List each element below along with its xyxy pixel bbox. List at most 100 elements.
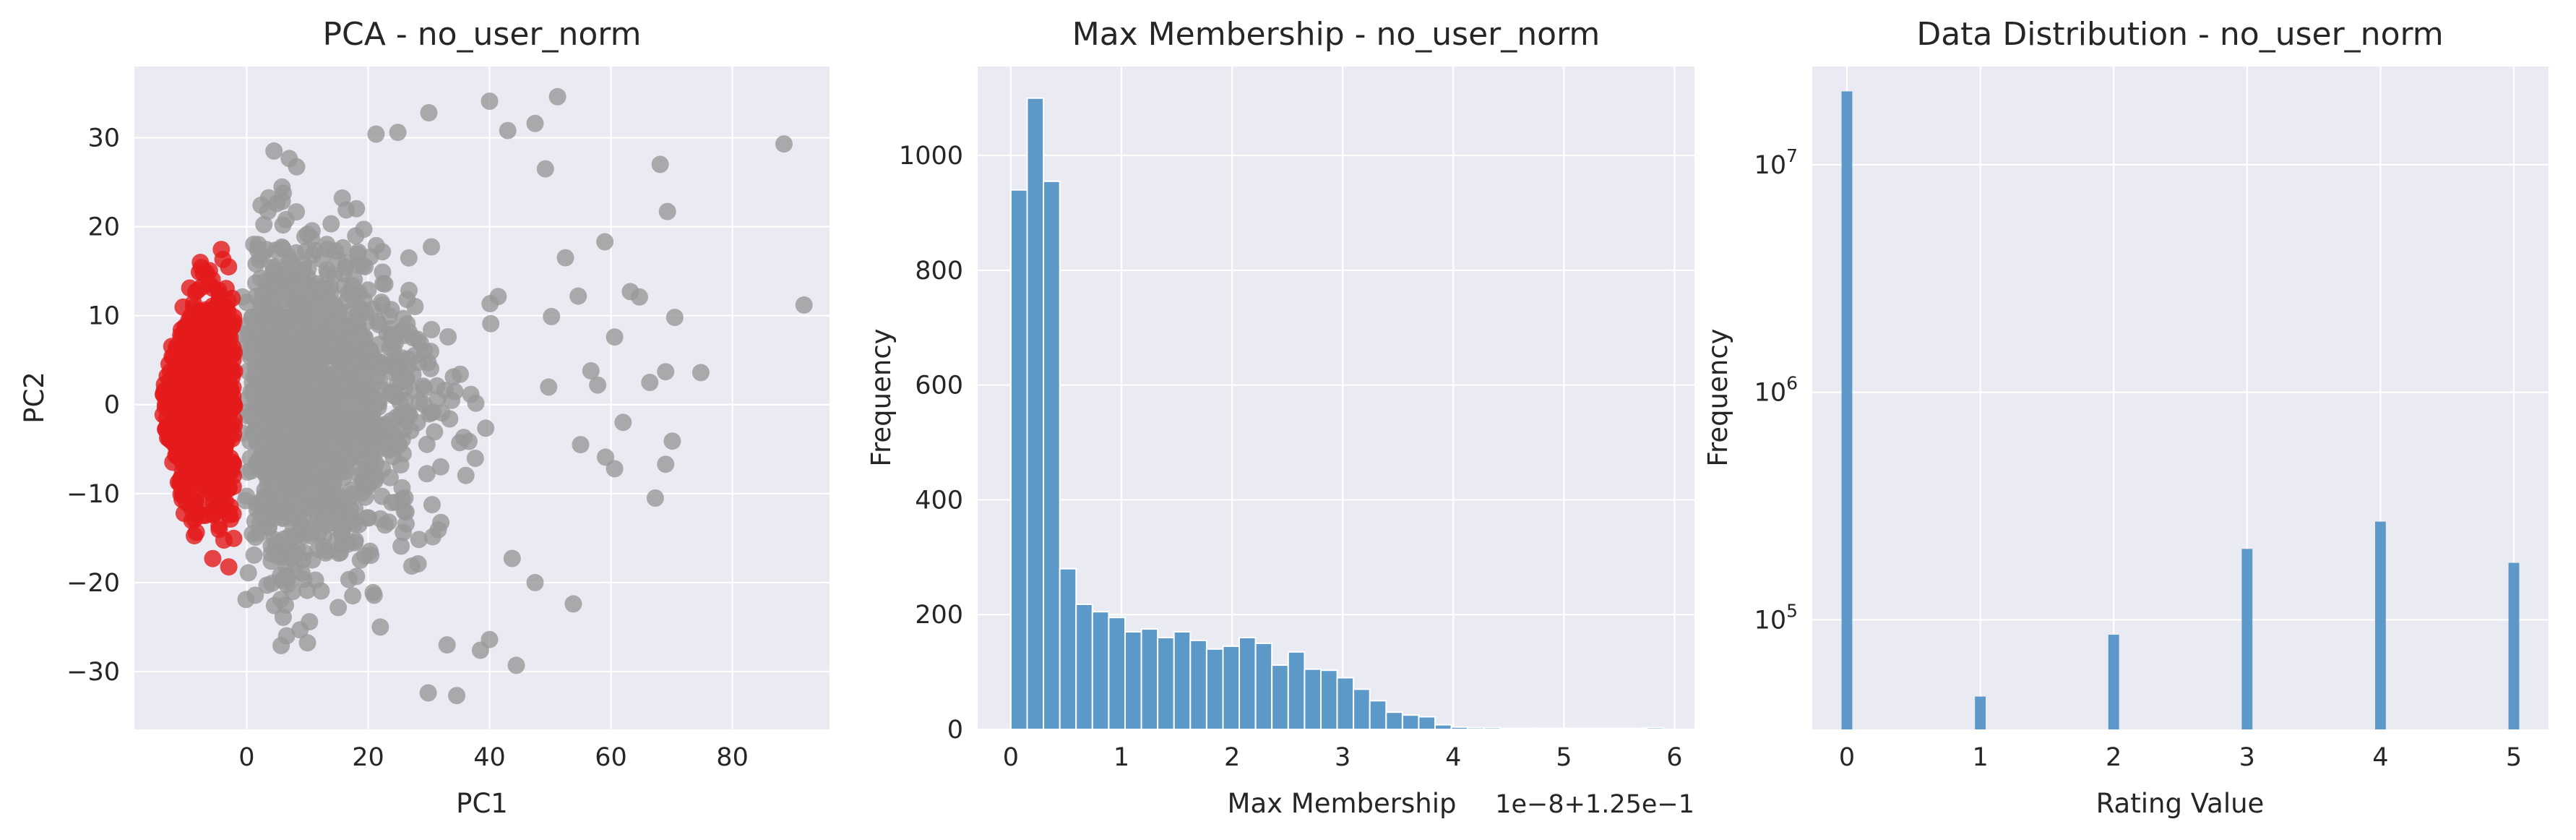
histogram-bar — [1467, 727, 1485, 730]
scatter-point — [548, 87, 567, 106]
membership-title: Max Membership - no_user_norm — [1072, 16, 1601, 53]
scatter-point — [658, 202, 676, 220]
scatter-point — [296, 228, 314, 246]
rating-title: Data Distribution - no_user_norm — [1916, 16, 2443, 53]
scatter-point — [426, 423, 444, 441]
pca-x-ticks: 0 20 40 60 80 — [238, 743, 749, 772]
scatter-point — [270, 403, 288, 421]
scatter-point — [569, 287, 587, 305]
scatter-point — [316, 544, 335, 562]
scatter-point — [296, 544, 313, 562]
scatter-point — [262, 314, 280, 333]
histogram-bar — [1614, 727, 1632, 731]
scatter-point — [298, 634, 316, 652]
x-tick-label: 4 — [2372, 743, 2388, 772]
scatter-point — [280, 278, 298, 296]
scatter-point — [302, 524, 320, 542]
scatter-point — [409, 330, 427, 348]
scatter-point — [255, 488, 273, 506]
scatter-point — [606, 328, 624, 346]
scatter-point — [277, 468, 296, 486]
scatter-point — [397, 515, 415, 533]
scatter-point — [455, 429, 473, 447]
scatter-point — [179, 408, 197, 427]
rating-bar — [2241, 549, 2253, 729]
histogram-bar — [1499, 727, 1517, 731]
scatter-point — [242, 322, 260, 340]
histogram-bar — [1254, 642, 1273, 731]
histogram-bar — [1581, 727, 1599, 731]
histogram-bar — [1189, 639, 1207, 731]
scatter-point — [356, 547, 374, 565]
scatter-point — [303, 357, 322, 375]
histogram-bar — [1091, 611, 1110, 731]
scatter-point — [307, 504, 325, 522]
scatter-point — [418, 465, 436, 483]
scatter-point — [238, 293, 256, 312]
scatter-point — [507, 656, 525, 674]
scatter-point — [692, 364, 710, 382]
scatter-point — [247, 255, 265, 273]
x-tick-label: 6 — [1666, 743, 1682, 772]
scatter-point — [262, 552, 280, 570]
scatter-point — [202, 430, 220, 448]
scatter-point — [259, 359, 277, 377]
scatter-point — [245, 236, 263, 253]
scatter-point — [582, 362, 600, 380]
scatter-point — [288, 158, 306, 176]
scatter-point — [596, 233, 614, 251]
scatter-point — [481, 630, 499, 648]
scatter-point — [246, 528, 264, 547]
y-tick-label: 10 — [87, 302, 120, 331]
scatter-point — [196, 397, 214, 414]
scatter-point — [422, 403, 440, 421]
histogram-bar — [1157, 637, 1175, 730]
pca-x-axis-label: PC1 — [456, 788, 508, 819]
scatter-point — [259, 189, 277, 207]
scatter-point — [540, 378, 558, 396]
scatter-point — [210, 517, 228, 535]
scatter-point — [422, 343, 439, 361]
rating-plot-area — [1812, 67, 2549, 729]
scatter-point — [212, 241, 231, 259]
scatter-point — [381, 468, 399, 487]
scatter-point — [363, 432, 382, 450]
scatter-point — [267, 538, 285, 556]
scatter-point — [462, 385, 480, 403]
scatter-point — [157, 420, 175, 438]
histogram-bar — [1401, 714, 1420, 731]
scatter-point — [221, 329, 239, 347]
scatter-point — [291, 621, 309, 639]
scatter-point — [254, 286, 272, 304]
y-tick-label: −10 — [66, 480, 120, 509]
scatter-point — [192, 355, 210, 373]
scatter-point — [420, 104, 438, 121]
scatter-point — [299, 284, 316, 301]
rating-x-axis-label: Rating Value — [2096, 788, 2265, 819]
membership-x-offset-text: 1e−8+1.25e−1 — [1495, 790, 1694, 819]
membership-histogram-chart: 0 1 2 3 4 5 6 0 200 400 600 800 1000 Max Membership… — [866, 16, 1694, 819]
x-tick-label: 3 — [2239, 743, 2255, 772]
scatter-point — [202, 309, 220, 327]
scatter-point — [347, 227, 365, 245]
membership-x-axis-label: Max Membership — [1228, 788, 1457, 819]
scatter-point — [606, 460, 624, 478]
histogram-bar — [1548, 727, 1567, 731]
histogram-bar — [1173, 631, 1192, 730]
histogram-bar — [1304, 668, 1322, 730]
histogram-bar — [1418, 716, 1436, 730]
scatter-point — [225, 425, 243, 443]
histogram-bar — [1026, 97, 1045, 730]
scatter-point — [221, 393, 239, 411]
scatter-point — [614, 413, 632, 432]
rating-bar — [1841, 91, 1853, 729]
x-tick-label: 0 — [1839, 743, 1855, 772]
scatter-point — [432, 513, 450, 531]
y-tick-label: 800 — [915, 257, 963, 286]
scatter-point — [345, 374, 363, 392]
y-tick-label: 107 — [1754, 145, 1798, 180]
scatter-point — [274, 608, 292, 626]
scatter-point — [348, 567, 366, 586]
scatter-point — [246, 586, 264, 604]
rating-bar — [2375, 521, 2386, 729]
